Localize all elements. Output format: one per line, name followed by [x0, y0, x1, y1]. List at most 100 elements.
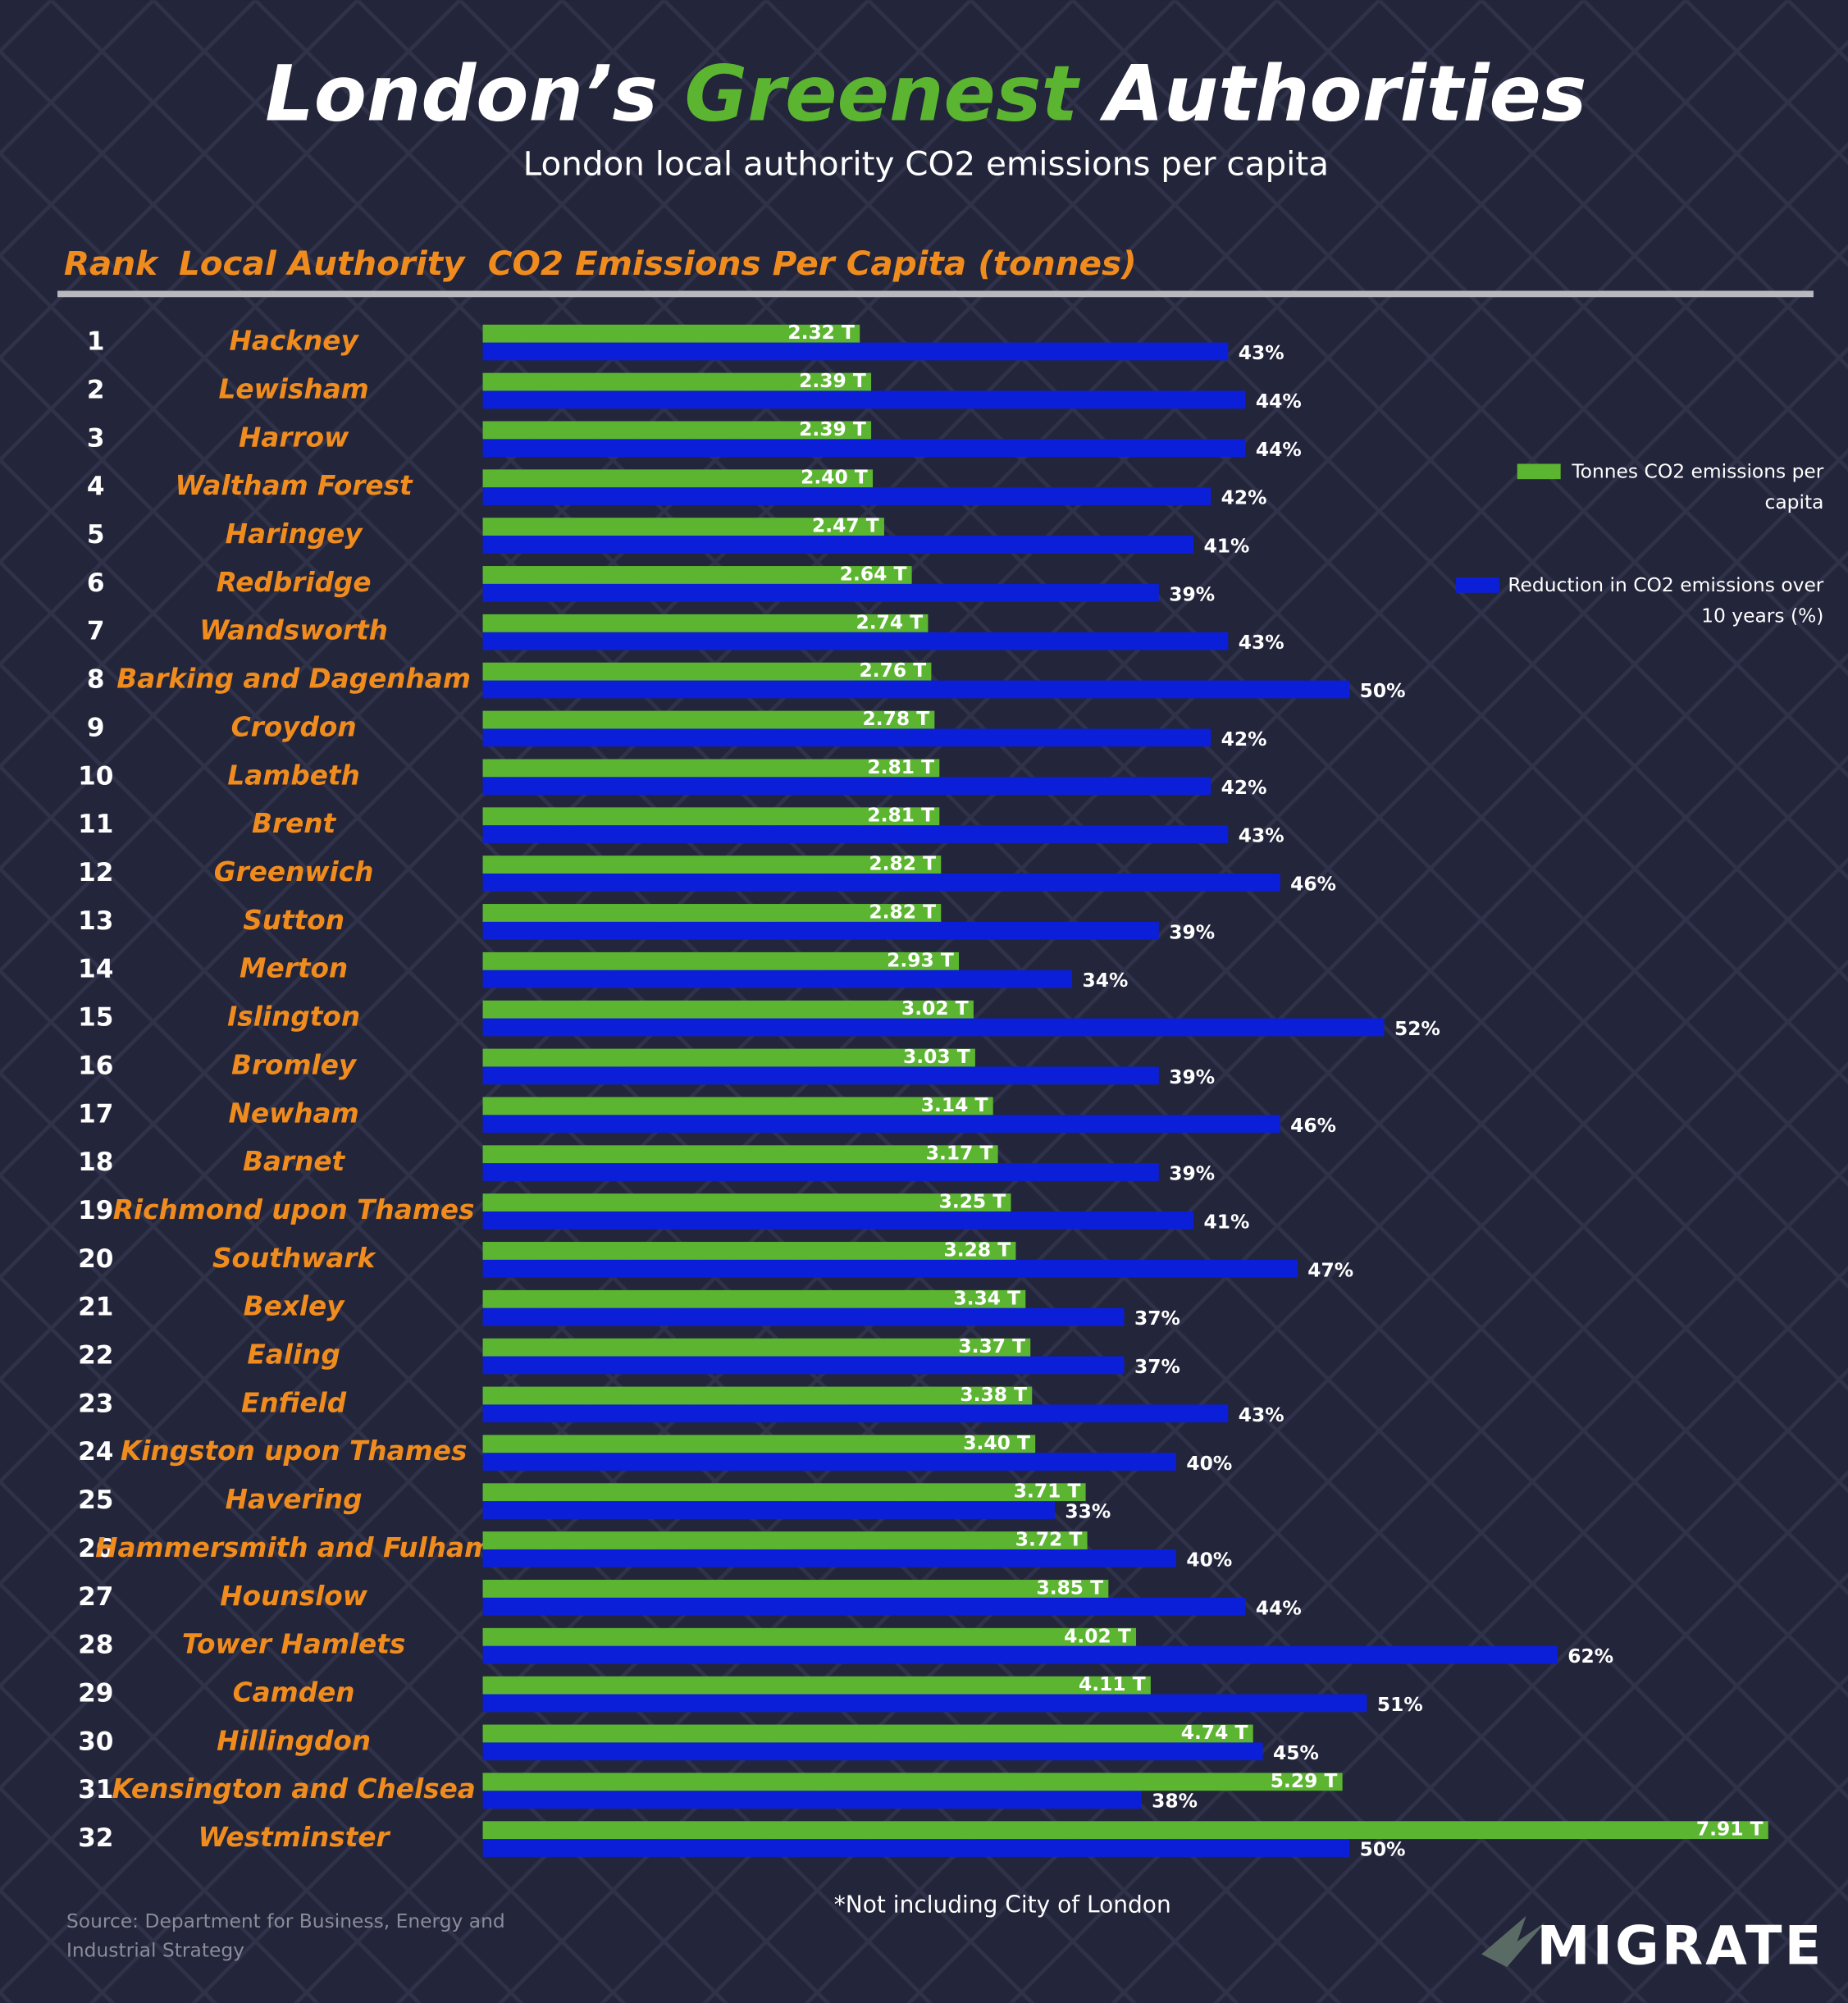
value-label: 4.74 T: [1181, 1721, 1248, 1744]
bar: [482, 1597, 1246, 1616]
rank: 30: [78, 1727, 113, 1756]
value-label: 2.78 T: [862, 707, 929, 730]
category-label: Kensington and Chelsea: [112, 1773, 475, 1805]
rank: 18: [78, 1148, 113, 1177]
title-part: Authorities: [1099, 50, 1587, 139]
value-label: 3.40 T: [963, 1431, 1030, 1454]
legend-box: Tonnes CO2 emissions per capita: [1572, 460, 1823, 513]
value-label: 3.17 T: [926, 1142, 993, 1165]
bar: [482, 1018, 1385, 1037]
bar: [482, 1549, 1176, 1567]
rank: 9: [87, 713, 105, 742]
bar: [482, 1000, 974, 1019]
category-label: Newham: [229, 1097, 359, 1129]
bar: [482, 1307, 1125, 1326]
rank: 31: [78, 1775, 113, 1805]
bar: [482, 372, 872, 391]
bar: [482, 904, 942, 922]
bar: [482, 1435, 1036, 1453]
value-label: 2.47 T: [812, 514, 879, 537]
value-label: 45%: [1273, 1741, 1319, 1764]
rank: 7: [87, 617, 105, 646]
bar: [482, 583, 1159, 602]
bar: [482, 632, 1229, 650]
rank: 23: [78, 1389, 113, 1418]
bar: [482, 1627, 1137, 1646]
rank: 10: [78, 761, 113, 791]
rank: 21: [78, 1293, 113, 1322]
value-label: 2.81 T: [867, 804, 934, 827]
category-label: Harrow: [239, 422, 349, 453]
bar: [482, 1821, 1768, 1840]
value-label: 2.64 T: [840, 562, 907, 585]
category-label: Hounslow: [220, 1581, 367, 1612]
bar: [482, 1048, 975, 1067]
source-box: Source: Department for Business, Energy …: [66, 1909, 505, 1962]
value-label: 40%: [1186, 1548, 1232, 1571]
value-label: 2.82 T: [869, 852, 936, 875]
category-label: Havering: [226, 1484, 363, 1515]
value-label: 39%: [1169, 920, 1215, 943]
value-label: 39%: [1169, 1162, 1215, 1185]
value-label: 38%: [1152, 1790, 1198, 1813]
value-label: 3.85 T: [1036, 1576, 1103, 1599]
rank: 17: [78, 1099, 113, 1129]
value-label: 44%: [1256, 438, 1302, 461]
value-label: 3.25 T: [939, 1190, 1006, 1213]
category-label: Lambeth: [227, 760, 359, 791]
bar: [482, 951, 960, 970]
rank: 20: [78, 1244, 113, 1274]
bar: [482, 439, 1246, 458]
brand-icon: [1481, 1915, 1545, 1968]
rank: 4: [87, 472, 105, 501]
rank: 14: [78, 955, 113, 984]
bar: [482, 1483, 1086, 1502]
bar: [482, 1791, 1142, 1809]
value-label: 3.28 T: [944, 1238, 1011, 1261]
value-label: 44%: [1256, 1596, 1302, 1619]
rank: 24: [78, 1437, 113, 1467]
source: Source: Department for Business, Energy …: [66, 1909, 505, 1962]
rank: 26: [78, 1534, 113, 1563]
rank: 27: [78, 1582, 113, 1612]
value-label: 46%: [1290, 1114, 1336, 1137]
bar: [482, 1163, 1159, 1181]
value-label: 33%: [1065, 1500, 1111, 1523]
bar: [482, 1694, 1367, 1713]
bar: [482, 873, 1280, 892]
value-label: 3.37 T: [958, 1335, 1025, 1357]
value-label: 50%: [1360, 1838, 1406, 1861]
bar: [482, 662, 932, 681]
bar: [482, 1242, 1016, 1260]
category-label: Barking and Dagenham: [116, 664, 471, 695]
value-label: 5.29 T: [1271, 1769, 1338, 1792]
legend-swatch: [1455, 577, 1499, 593]
value-label: 37%: [1134, 1355, 1180, 1378]
rank: 1: [87, 327, 105, 357]
category-label: Kingston upon Thames: [121, 1435, 467, 1467]
bar: [482, 921, 1159, 940]
value-label: 51%: [1377, 1693, 1423, 1716]
value-label: 42%: [1221, 728, 1267, 751]
bar: [482, 1386, 1033, 1405]
bar: [482, 487, 1211, 505]
column-header: Rank: [64, 244, 159, 283]
rank: 25: [78, 1485, 113, 1515]
value-label: 7.91 T: [1696, 1818, 1764, 1841]
value-label: 4.02 T: [1064, 1624, 1131, 1647]
rank: 6: [87, 568, 105, 598]
subtitle: London local authority CO2 emissions per…: [523, 144, 1329, 184]
value-label: 3.34 T: [953, 1286, 1020, 1309]
category-label: Sutton: [243, 905, 345, 936]
bar: [482, 1259, 1298, 1278]
category-label: Hackney: [229, 326, 359, 357]
category-label: Redbridge: [217, 567, 372, 598]
value-label: 43%: [1239, 631, 1284, 654]
rank: 16: [78, 1051, 113, 1080]
category-label: Barnet: [243, 1146, 346, 1177]
legend-swatch: [1517, 463, 1561, 480]
value-label: 2.93 T: [887, 948, 954, 971]
value-label: 2.32 T: [787, 321, 855, 344]
value-label: 2.82 T: [869, 900, 936, 923]
legend-label: Reduction in CO2 emissions over 10 years…: [1508, 573, 1824, 627]
